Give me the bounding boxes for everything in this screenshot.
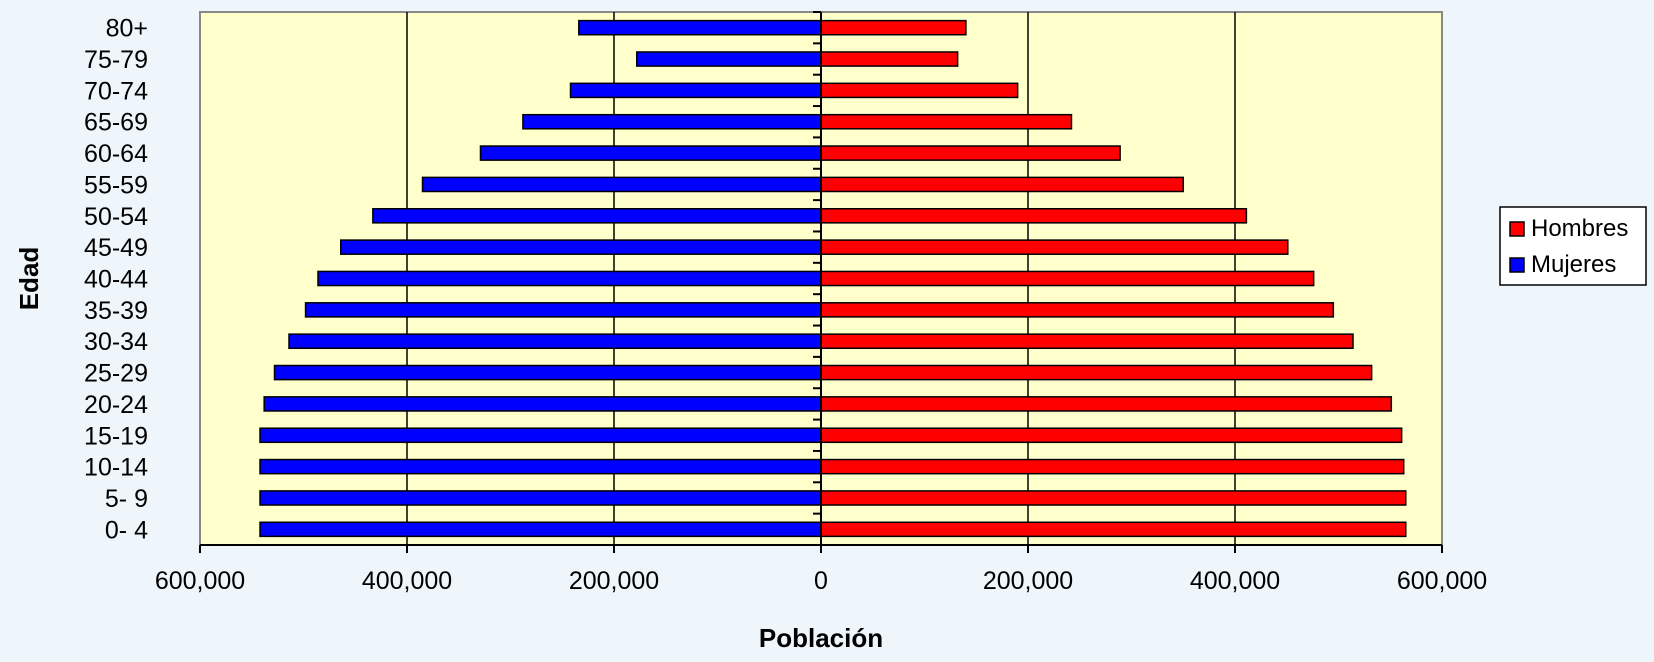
y-tick-label: 60-64 (84, 140, 148, 168)
y-tick-label: 10-14 (84, 454, 148, 482)
bar-hombres-5-9 (820, 490, 1407, 506)
bar-hombres-65-69 (820, 113, 1073, 130)
bar-hombres-75-79 (820, 51, 959, 67)
bar-hombres-45-49 (820, 239, 1289, 255)
y-tick-label: 30-34 (84, 328, 148, 356)
y-tick-label: 20-24 (84, 391, 148, 419)
bar-mujeres-35-39 (304, 302, 822, 318)
y-axis-title: Edad (14, 247, 44, 311)
bar-hombres-50-54 (820, 207, 1248, 224)
y-tick-label: 5- 9 (105, 485, 148, 513)
y-tick-label: 40-44 (84, 266, 148, 294)
bar-hombres-15-19 (820, 427, 1403, 444)
bar-mujeres-70-74 (569, 82, 822, 99)
bar-hombres-0-4 (820, 521, 1407, 538)
y-tick-label: 0- 4 (105, 516, 148, 544)
bar-mujeres-60-64 (479, 145, 822, 161)
y-tick-label: 45-49 (84, 234, 148, 262)
bar-hombres-60-64 (820, 145, 1121, 161)
y-tick-label: 35-39 (84, 297, 148, 325)
y-tick-label: 15-19 (84, 422, 148, 450)
bar-mujeres-20-24 (263, 396, 822, 412)
y-tick-label: 70-74 (84, 77, 148, 105)
bar-mujeres-55-59 (421, 176, 822, 193)
bar-mujeres-15-19 (259, 427, 822, 444)
bar-hombres-30-34 (820, 333, 1354, 350)
bar-mujeres-25-29 (273, 364, 822, 381)
bar-hombres-25-29 (820, 364, 1373, 381)
bar-hombres-70-74 (820, 82, 1019, 99)
y-tick-label: 55-59 (84, 171, 148, 199)
bar-hombres-35-39 (820, 302, 1335, 318)
bar-hombres-55-59 (820, 176, 1184, 193)
x-axis-title: Población (759, 623, 883, 653)
x-tick-label: 200,000 (569, 567, 659, 595)
legend-swatch-mujeres (1509, 257, 1525, 273)
legend-label-hombres: Hombres (1531, 215, 1628, 242)
bar-mujeres-10-14 (259, 458, 822, 475)
bar-mujeres-45-49 (340, 239, 822, 255)
legend-swatch-hombres (1509, 221, 1525, 237)
legend: Hombres Mujeres (1499, 206, 1647, 286)
legend-label-mujeres: Mujeres (1531, 251, 1616, 278)
x-tick-label: 200,000 (983, 567, 1073, 595)
y-tick-label: 80+ (106, 15, 148, 43)
bar-mujeres-40-44 (317, 270, 822, 287)
bar-mujeres-30-34 (288, 333, 822, 350)
bar-mujeres-65-69 (522, 113, 822, 130)
bar-hombres-80plus (820, 19, 967, 36)
y-tick-label: 75-79 (84, 46, 148, 74)
y-tick-label: 50-54 (84, 203, 148, 231)
x-tick-label: 600,000 (1397, 567, 1487, 595)
y-tick-label: 25-29 (84, 360, 148, 388)
x-tick-label: 600,000 (155, 567, 245, 595)
x-tick-label: 400,000 (362, 567, 452, 595)
bar-mujeres-80plus (578, 19, 822, 36)
x-tick-label: 0 (814, 567, 828, 595)
bar-mujeres-0-4 (259, 521, 822, 538)
y-tick-label: 65-69 (84, 109, 148, 137)
bar-mujeres-5-9 (259, 490, 822, 506)
bar-mujeres-50-54 (372, 207, 822, 224)
bar-mujeres-75-79 (636, 51, 822, 67)
bar-hombres-40-44 (820, 270, 1315, 287)
bar-hombres-20-24 (820, 396, 1393, 412)
bar-hombres-10-14 (820, 458, 1405, 475)
x-tick-label: 400,000 (1190, 567, 1280, 595)
